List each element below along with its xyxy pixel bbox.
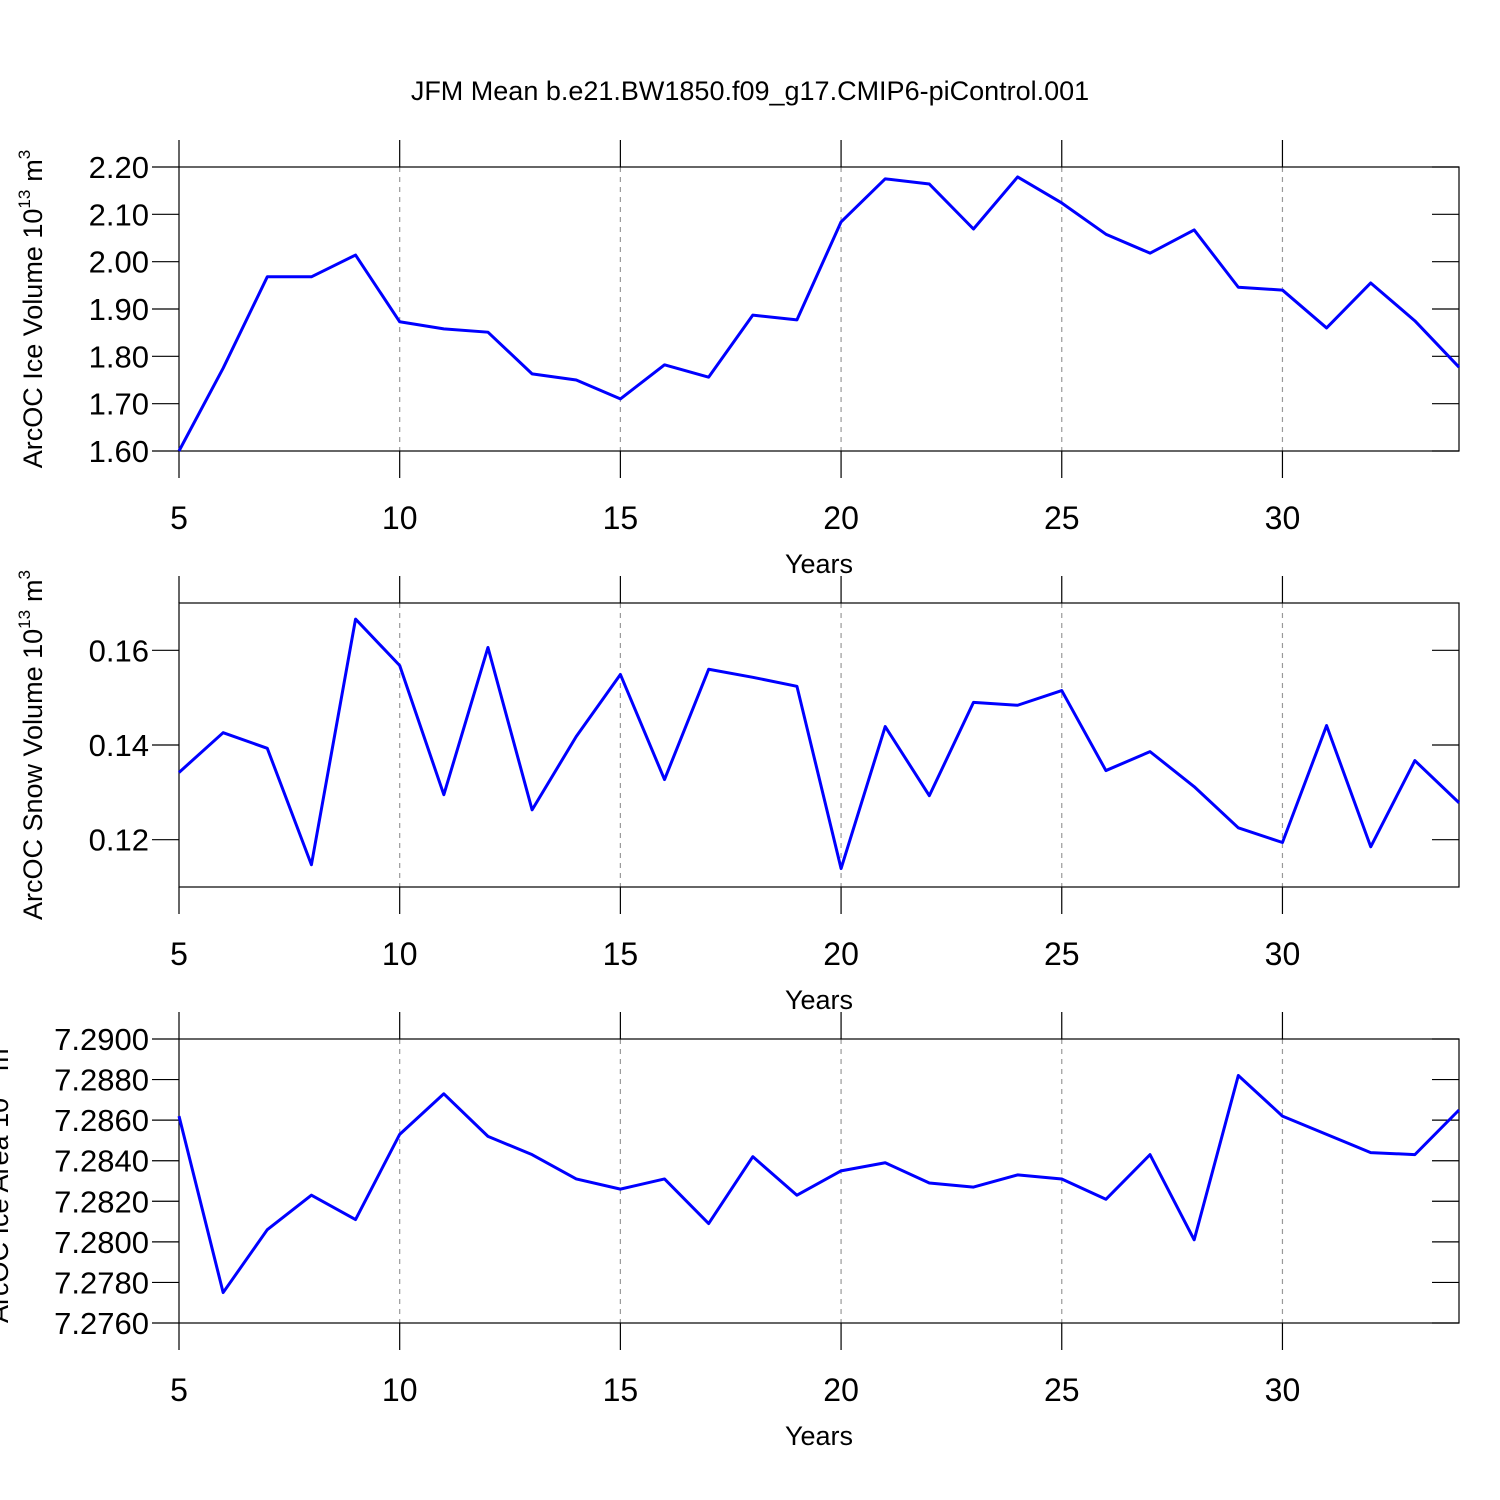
x-tick-label: 25 <box>1044 1372 1080 1408</box>
x-tick-label: 20 <box>823 500 859 536</box>
x-tick-label: 25 <box>1044 500 1080 536</box>
y-tick-label: 1.60 <box>89 434 149 469</box>
x-tick-label: 25 <box>1044 936 1080 972</box>
x-tick-label: 5 <box>170 936 188 972</box>
plot-frame <box>178 166 1460 452</box>
data-line <box>177 175 1461 452</box>
x-tick-label: 15 <box>603 1372 639 1408</box>
data-line <box>177 617 1461 871</box>
y-label-exponent: 13 <box>15 610 34 629</box>
y-label-unit: m <box>0 1048 14 1071</box>
y-label-text: ArcOC Ice Area 10 <box>0 1098 14 1323</box>
x-tick-label: 10 <box>382 936 418 972</box>
x-tick-label: 30 <box>1265 936 1301 972</box>
y-tick-label: 2.00 <box>89 245 149 280</box>
x-tick-label: 15 <box>603 500 639 536</box>
y-label-exponent: 3 <box>15 150 34 159</box>
y-tick-label: 0.14 <box>89 728 149 763</box>
y-tick-label: 1.80 <box>89 339 149 374</box>
y-tick-label: 0.12 <box>89 823 149 858</box>
y-label-exponent: 3 <box>15 570 34 579</box>
y-tick-label: 7.2860 <box>54 1103 149 1138</box>
y-label-text: ArcOC Snow Volume 10 <box>18 629 48 920</box>
x-tick-label: 20 <box>823 1372 859 1408</box>
x-tick-label: 20 <box>823 936 859 972</box>
x-tick-label: 10 <box>382 500 418 536</box>
plot-frame <box>178 602 1460 888</box>
x-tick-label: 30 <box>1265 1372 1301 1408</box>
x-axis-label: Years <box>785 1421 853 1451</box>
y-tick-label: 2.20 <box>89 150 149 185</box>
y-label-unit: m <box>18 579 48 602</box>
x-axis-label: Years <box>785 549 853 579</box>
y-tick-label: 7.2800 <box>54 1225 149 1260</box>
x-tick-label: 5 <box>170 1372 188 1408</box>
chart-title: JFM Mean b.e21.BW1850.f09_g17.CMIP6-piCo… <box>411 76 1089 106</box>
y-tick-label: 7.2880 <box>54 1063 149 1098</box>
y-axis-label: ArcOC Ice Volume 1013 m3 <box>15 150 48 469</box>
y-label-text: ArcOC Ice Volume 10 <box>18 209 48 469</box>
y-tick-label: 7.2780 <box>54 1265 149 1300</box>
x-tick-label: 15 <box>603 936 639 972</box>
y-tick-label: 2.10 <box>89 197 149 232</box>
data-line <box>177 1074 1461 1295</box>
x-tick-label: 10 <box>382 1372 418 1408</box>
y-tick-label: 7.2760 <box>54 1306 149 1341</box>
y-tick-label: 1.70 <box>89 387 149 422</box>
y-tick-label: 7.2900 <box>54 1022 149 1057</box>
y-tick-label: 7.2840 <box>54 1144 149 1179</box>
y-axis-label: ArcOC Snow Volume 1013 m3 <box>15 570 48 920</box>
y-label-unit: m <box>18 159 48 182</box>
x-tick-label: 5 <box>170 500 188 536</box>
y-tick-label: 1.90 <box>89 292 149 327</box>
x-tick-label: 30 <box>1265 500 1301 536</box>
y-tick-label: 0.16 <box>89 633 149 668</box>
x-axis-label: Years <box>785 985 853 1015</box>
plot-frame <box>178 1038 1460 1324</box>
y-axis-label: ArcOC Ice Area 1013m2 <box>0 1039 14 1323</box>
y-tick-label: 7.2820 <box>54 1184 149 1219</box>
y-label-exponent: 13 <box>15 190 34 209</box>
